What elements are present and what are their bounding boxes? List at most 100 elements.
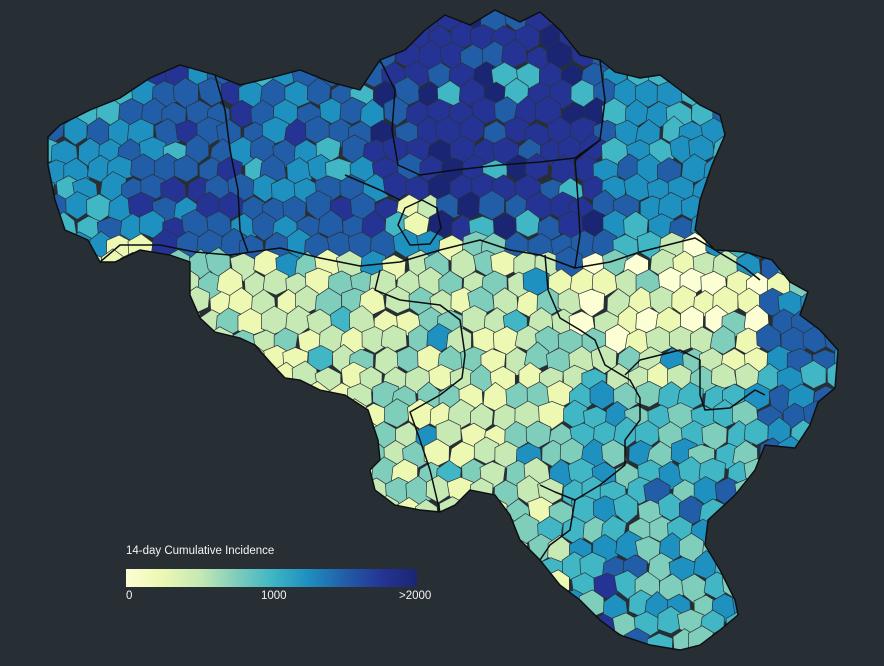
municipality-cell[interactable] [494, 594, 521, 623]
municipality-cell[interactable] [578, 630, 605, 660]
municipality-cell[interactable] [379, 21, 407, 52]
municipality-cell[interactable] [426, 513, 453, 544]
municipality-cell[interactable] [52, 481, 79, 511]
municipality-cell[interactable] [776, 98, 803, 127]
municipality-cell[interactable] [341, 440, 368, 472]
municipality-cell[interactable] [0, 628, 11, 656]
municipality-cell[interactable] [844, 593, 870, 620]
municipality-cell[interactable] [328, 419, 355, 450]
municipality-cell[interactable] [395, 648, 422, 666]
municipality-cell[interactable] [0, 533, 22, 561]
municipality-cell[interactable] [647, 0, 673, 18]
municipality-cell[interactable] [725, 80, 751, 110]
municipality-cell[interactable] [272, 438, 298, 469]
municipality-cell[interactable] [152, 460, 178, 489]
municipality-cell[interactable] [823, 246, 849, 279]
municipality-cell[interactable] [777, 0, 805, 13]
municipality-cell[interactable] [108, 607, 134, 636]
municipality-cell[interactable] [164, 473, 193, 505]
municipality-cell[interactable] [471, 553, 500, 582]
municipality-cell[interactable] [111, 644, 137, 666]
municipality-cell[interactable] [183, 401, 211, 428]
municipality-cell[interactable] [77, 251, 103, 279]
municipality-cell[interactable] [844, 290, 870, 315]
municipality-cell[interactable] [770, 5, 795, 34]
municipality-cell[interactable] [139, 438, 165, 467]
municipality-cell[interactable] [879, 348, 884, 375]
municipality-cell[interactable] [802, 58, 830, 90]
municipality-cell[interactable] [504, 116, 531, 144]
municipality-cell[interactable] [139, 476, 165, 506]
municipality-cell[interactable] [336, 477, 364, 507]
municipality-cell[interactable] [151, 382, 178, 412]
municipality-cell[interactable] [296, 437, 323, 467]
municipality-cell[interactable] [857, 648, 884, 666]
municipality-cell[interactable] [866, 554, 884, 581]
municipality-cell[interactable] [503, 573, 530, 603]
municipality-cell[interactable] [130, 8, 159, 35]
municipality-cell[interactable] [726, 4, 752, 34]
municipality-cell[interactable] [711, 515, 739, 544]
municipality-cell[interactable] [41, 303, 68, 333]
municipality-cell[interactable] [460, 647, 487, 666]
municipality-cell[interactable] [139, 514, 167, 546]
municipality-cell[interactable] [881, 267, 884, 294]
municipality-cell[interactable] [122, 326, 148, 356]
municipality-cell[interactable] [54, 23, 81, 52]
municipality-cell[interactable] [338, 626, 366, 653]
municipality-cell[interactable] [51, 514, 77, 543]
municipality-cell[interactable] [736, 212, 763, 243]
municipality-cell[interactable] [804, 588, 831, 620]
municipality-cell[interactable] [623, 0, 652, 13]
municipality-cell[interactable] [382, 516, 409, 544]
municipality-cell[interactable] [715, 59, 741, 90]
municipality-cell[interactable] [294, 0, 321, 16]
municipality-cell[interactable] [547, 605, 574, 635]
municipality-cell[interactable] [835, 158, 858, 187]
municipality-cell[interactable] [0, 138, 13, 166]
municipality-cell[interactable] [0, 252, 16, 278]
municipality-cell[interactable] [0, 191, 21, 220]
municipality-cell[interactable] [31, 627, 56, 656]
municipality-cell[interactable] [871, 256, 884, 283]
municipality-cell[interactable] [317, 400, 343, 428]
municipality-cell[interactable] [723, 119, 750, 148]
municipality-cell[interactable] [7, 61, 34, 89]
municipality-cell[interactable] [700, 6, 728, 37]
municipality-cell[interactable] [121, 476, 148, 507]
municipality-cell[interactable] [834, 306, 861, 337]
municipality-cell[interactable] [723, 533, 751, 563]
municipality-cell[interactable] [9, 172, 34, 201]
municipality-cell[interactable] [847, 214, 873, 240]
municipality-cell[interactable] [788, 190, 813, 222]
municipality-cell[interactable] [781, 61, 807, 93]
municipality-cell[interactable] [757, 514, 784, 544]
municipality-cell[interactable] [12, 98, 38, 123]
municipality-cell[interactable] [770, 194, 796, 221]
municipality-cell[interactable] [107, 494, 133, 527]
municipality-cell[interactable] [822, 290, 847, 320]
municipality-cell[interactable] [0, 214, 11, 243]
municipality-cell[interactable] [867, 590, 884, 618]
municipality-cell[interactable] [880, 4, 884, 30]
municipality-cell[interactable] [770, 460, 796, 489]
municipality-cell[interactable] [823, 551, 851, 581]
municipality-cell[interactable] [602, 22, 628, 54]
municipality-cell[interactable] [744, 118, 771, 149]
municipality-cell[interactable] [107, 308, 133, 339]
municipality-cell[interactable] [230, 329, 257, 357]
municipality-cell[interactable] [567, 5, 595, 33]
municipality-cell[interactable] [809, 646, 836, 666]
municipality-cell[interactable] [285, 423, 312, 450]
municipality-cell[interactable] [196, 43, 222, 75]
municipality-cell[interactable] [779, 625, 804, 654]
municipality-cell[interactable] [73, 592, 100, 622]
municipality-cell[interactable] [72, 23, 101, 53]
municipality-cell[interactable] [19, 193, 44, 221]
municipality-cell[interactable] [833, 536, 860, 566]
municipality-cell[interactable] [95, 324, 123, 353]
municipality-cell[interactable] [812, 385, 839, 413]
municipality-cell[interactable] [84, 423, 111, 452]
municipality-cell[interactable] [51, 590, 78, 620]
municipality-cell[interactable] [747, 196, 774, 223]
